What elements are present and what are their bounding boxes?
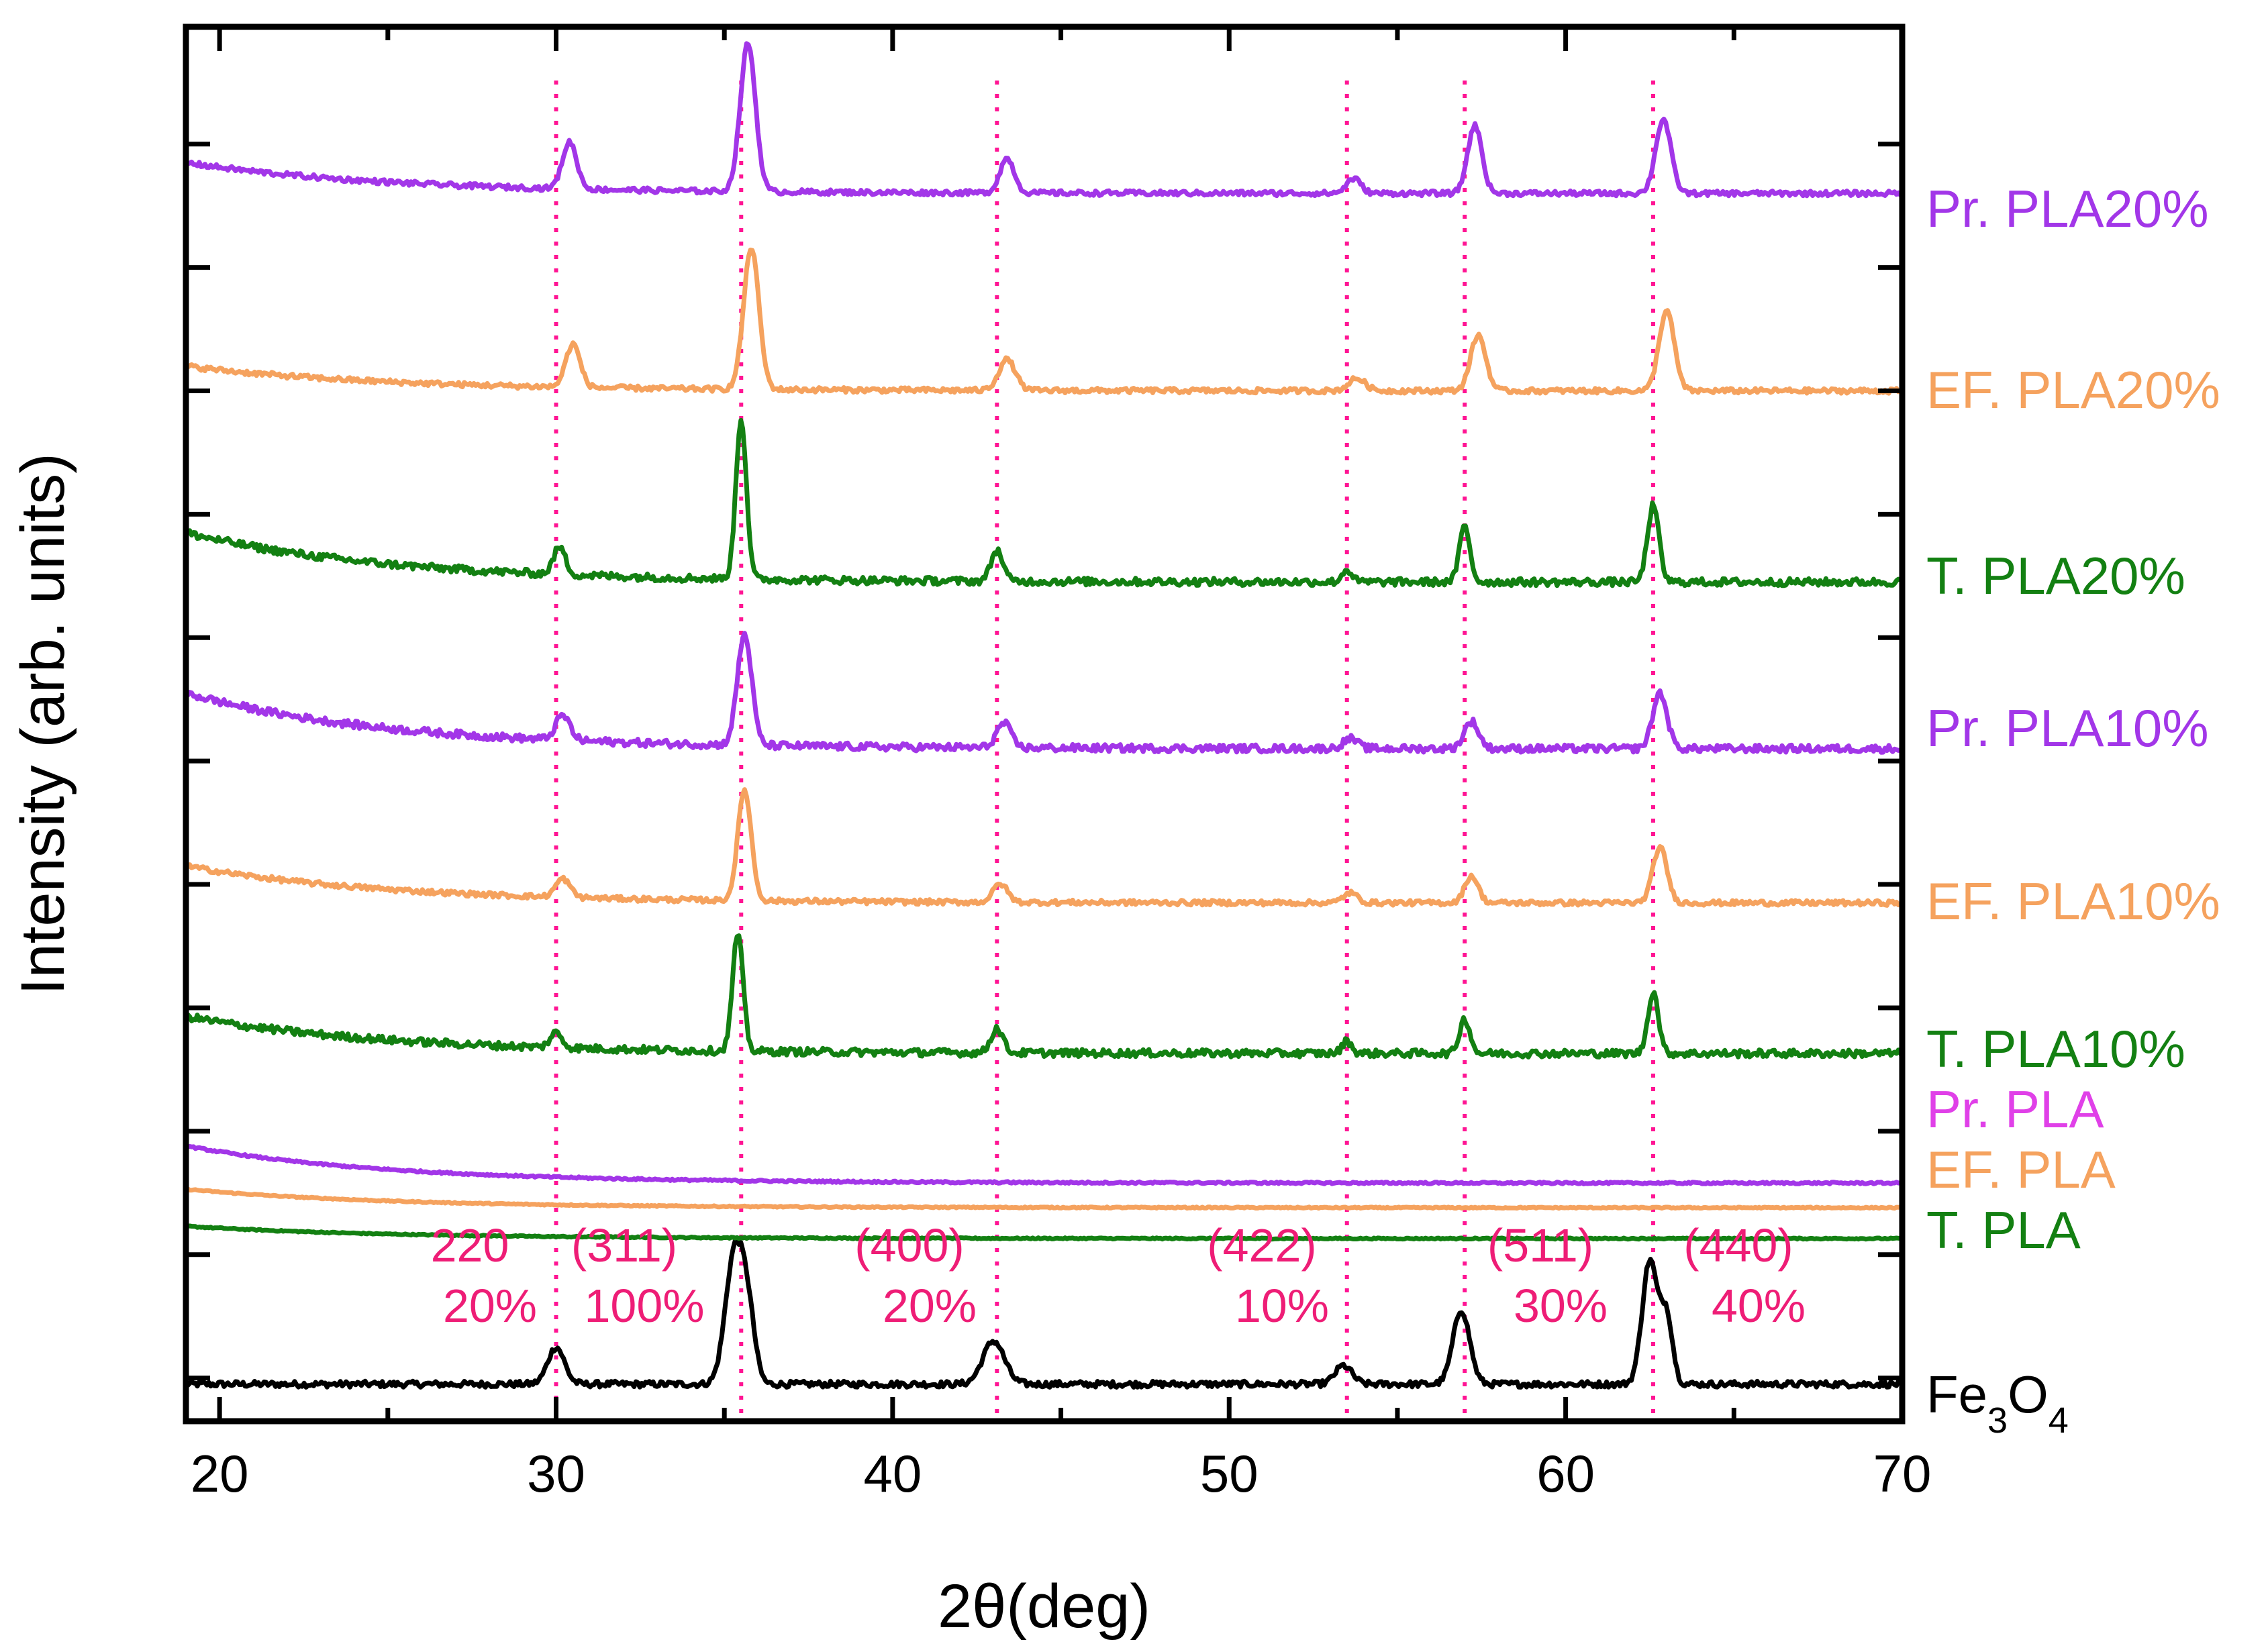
x-axis-title: 2θ(deg) — [938, 1572, 1150, 1641]
series-line-4 — [185, 933, 1905, 1060]
series-label-8: EF. PLA20% — [1926, 360, 2220, 419]
peak-annotations: 220 20% (311) 100% (400) 20% (422) 10% (511) 30% (… — [431, 1219, 1806, 1332]
series-label-4: T. PLA10% — [1926, 1019, 2185, 1078]
series-line-9 — [184, 41, 1904, 199]
series-line-8 — [184, 248, 1904, 396]
series-line-1 — [185, 1223, 1903, 1242]
x-tick-label: 50 — [1200, 1444, 1259, 1503]
peak-intensity-1: 100% — [584, 1280, 704, 1332]
peak-hkl-1: (311) — [571, 1219, 677, 1272]
peak-intensity-0: 20% — [443, 1280, 537, 1332]
series-label-1: T. PLA — [1926, 1200, 2081, 1259]
series-line-6 — [183, 631, 1905, 755]
series-line-7 — [185, 417, 1904, 588]
series-label-6: Pr. PLA10% — [1926, 699, 2209, 758]
axes: 20 30 40 50 60 70 — [183, 23, 1932, 1503]
series-label-5: EF. PLA10% — [1926, 872, 2220, 931]
reference-lines — [554, 81, 1655, 1421]
series-line-0 — [184, 1238, 1904, 1390]
x-tick-label: 30 — [527, 1444, 585, 1503]
series-label-2: EF. PLA — [1926, 1140, 2116, 1199]
peak-hkl-4: (511) — [1487, 1219, 1593, 1272]
series-line-2 — [185, 1186, 1903, 1211]
x-tick-label: 70 — [1873, 1444, 1932, 1503]
peak-intensity-3: 10% — [1235, 1280, 1329, 1332]
series-line-5 — [185, 787, 1904, 908]
peak-hkl-2: (400) — [854, 1219, 964, 1272]
series-label-0: Fe3O4 — [1926, 1365, 2069, 1441]
series-label-7: T. PLA20% — [1926, 546, 2185, 605]
x-tick-label: 40 — [863, 1444, 922, 1503]
peak-hkl-3: (422) — [1207, 1219, 1316, 1272]
peak-intensity-2: 20% — [883, 1280, 977, 1332]
x-tick-label: 20 — [191, 1444, 249, 1503]
x-tick-label: 60 — [1536, 1444, 1595, 1503]
series-label-9: Pr. PLA20% — [1926, 179, 2209, 238]
peak-intensity-5: 40% — [1712, 1280, 1806, 1332]
series-line-3 — [185, 1144, 1903, 1186]
peak-hkl-5: (440) — [1683, 1219, 1793, 1272]
y-axis-title: Intensity (arb. units) — [9, 453, 77, 995]
series-group — [183, 41, 1905, 1390]
series-label-3: Pr. PLA — [1926, 1080, 2104, 1139]
peak-intensity-4: 30% — [1514, 1280, 1608, 1332]
plot-frame — [183, 23, 1906, 1425]
peak-hkl-0: 220 — [431, 1219, 509, 1272]
